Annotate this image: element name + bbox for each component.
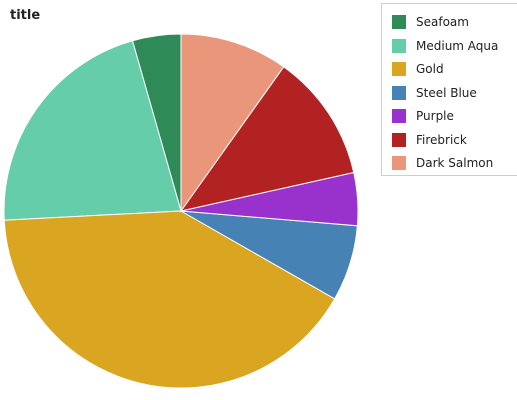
legend-label: Dark Salmon	[416, 156, 493, 170]
legend-label: Firebrick	[416, 133, 467, 147]
legend-swatch	[392, 86, 406, 100]
legend-item: Medium Aqua	[392, 38, 498, 54]
legend-swatch	[392, 156, 406, 170]
legend-label: Purple	[416, 109, 454, 123]
legend-item: Firebrick	[392, 132, 467, 148]
legend-label: Seafoam	[416, 15, 469, 29]
legend-item: Dark Salmon	[392, 155, 493, 171]
legend-swatch	[392, 15, 406, 29]
legend-swatch	[392, 39, 406, 53]
legend-item: Purple	[392, 108, 454, 124]
legend-label: Gold	[416, 62, 444, 76]
legend-swatch	[392, 133, 406, 147]
legend-label: Medium Aqua	[416, 39, 498, 53]
legend-label: Steel Blue	[416, 86, 477, 100]
legend: Seafoam Medium Aqua Gold Steel Blue Purple Fi…	[381, 3, 517, 176]
legend-swatch	[392, 62, 406, 76]
legend-item: Steel Blue	[392, 85, 477, 101]
legend-item: Gold	[392, 61, 444, 77]
legend-swatch	[392, 109, 406, 123]
legend-item: Seafoam	[392, 14, 469, 30]
